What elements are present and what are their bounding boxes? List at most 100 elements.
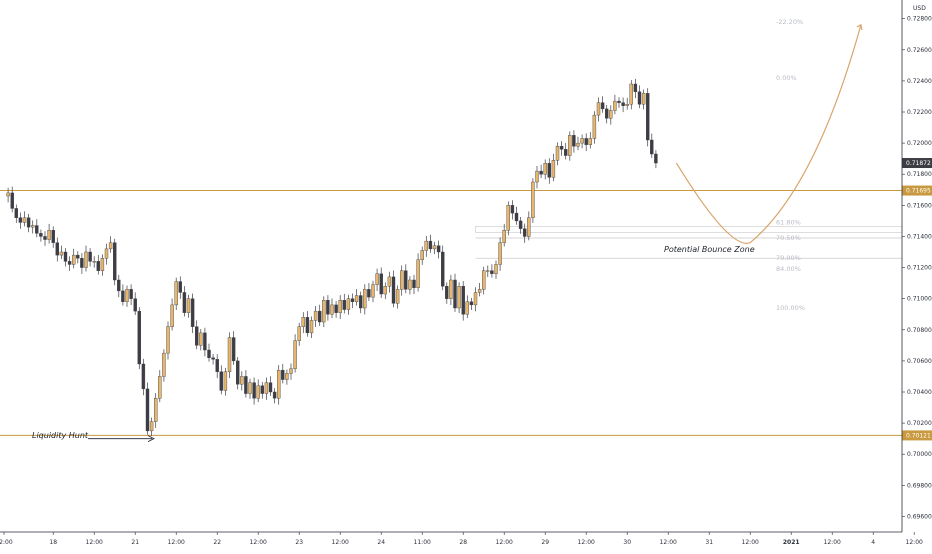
bullish-candle[interactable] [108, 236, 113, 253]
bullish-candle[interactable] [486, 265, 490, 278]
bullish-candle[interactable] [354, 289, 359, 306]
bearish-candle[interactable] [35, 219, 39, 238]
bullish-candle[interactable] [227, 332, 232, 379]
bullish-candle[interactable] [613, 94, 617, 115]
bullish-candle[interactable] [531, 178, 535, 223]
bearish-candle[interactable] [523, 223, 527, 243]
bullish-candle[interactable] [153, 393, 158, 428]
bullish-candle[interactable] [482, 266, 486, 295]
bullish-candle[interactable] [92, 256, 96, 268]
bearish-candle[interactable] [621, 97, 625, 113]
bullish-candle[interactable] [641, 89, 646, 110]
bearish-candle[interactable] [281, 363, 285, 384]
bullish-candle[interactable] [166, 321, 170, 360]
bullish-candle[interactable] [473, 287, 478, 312]
bullish-candle[interactable] [363, 284, 367, 315]
bullish-candle[interactable] [629, 80, 633, 110]
bullish-candle[interactable] [297, 322, 301, 346]
bearish-candle[interactable] [518, 217, 523, 234]
bearish-candle[interactable] [88, 248, 92, 267]
bearish-candle[interactable] [39, 229, 43, 242]
bearish-candle[interactable] [605, 105, 609, 124]
bullish-candle[interactable] [174, 277, 178, 311]
bullish-candle[interactable] [59, 245, 64, 259]
bullish-candle[interactable] [527, 211, 531, 241]
bearish-candle[interactable] [203, 327, 207, 357]
bullish-candle[interactable] [47, 223, 51, 244]
bullish-candle[interactable] [416, 253, 420, 292]
bearish-candle[interactable] [235, 357, 240, 390]
bullish-candle[interactable] [543, 159, 547, 180]
bearish-candle[interactable] [67, 256, 72, 271]
bearish-candle[interactable] [559, 141, 564, 156]
bullish-candle[interactable] [71, 248, 76, 269]
bullish-candle[interactable] [162, 349, 166, 382]
bullish-candle[interactable] [199, 329, 203, 351]
bullish-candle[interactable] [568, 131, 572, 161]
bullish-candle[interactable] [609, 105, 613, 125]
bearish-candle[interactable] [617, 97, 621, 108]
bearish-candle[interactable] [26, 213, 31, 233]
bullish-candle[interactable] [186, 294, 191, 318]
bullish-candle[interactable] [387, 271, 392, 293]
bullish-candle[interactable] [535, 165, 539, 189]
bullish-candle[interactable] [289, 363, 293, 380]
bullish-candle[interactable] [592, 111, 597, 144]
bullish-candle[interactable] [84, 245, 88, 272]
bullish-candle[interactable] [551, 153, 556, 182]
bullish-candle[interactable] [313, 305, 318, 327]
bullish-candle[interactable] [588, 132, 592, 149]
bearish-candle[interactable] [244, 370, 248, 398]
bearish-candle[interactable] [359, 291, 363, 314]
bullish-candle[interactable] [494, 260, 498, 279]
bearish-candle[interactable] [129, 284, 133, 306]
bearish-candle[interactable] [178, 276, 183, 299]
bullish-candle[interactable] [449, 274, 453, 306]
bullish-candle[interactable] [477, 282, 482, 297]
bearish-candle[interactable] [14, 204, 19, 223]
bearish-candle[interactable] [453, 273, 457, 312]
bullish-candle[interactable] [309, 316, 314, 339]
bearish-candle[interactable] [633, 78, 638, 99]
bearish-candle[interactable] [350, 293, 355, 309]
bearish-candle[interactable] [305, 310, 310, 337]
bearish-candle[interactable] [55, 237, 59, 262]
bearish-candle[interactable] [260, 381, 264, 399]
bearish-candle[interactable] [367, 282, 371, 301]
bullish-candle[interactable] [465, 295, 469, 319]
bullish-candle[interactable] [100, 254, 105, 276]
bullish-candle[interactable] [625, 97, 629, 110]
bullish-candle[interactable] [285, 369, 289, 385]
bearish-candle[interactable] [428, 234, 433, 253]
bearish-candle[interactable] [137, 307, 142, 370]
bearish-candle[interactable] [469, 297, 474, 311]
bearish-candle[interactable] [272, 388, 277, 404]
bullish-candle[interactable] [125, 285, 129, 307]
bearish-candle[interactable] [441, 245, 445, 291]
bearish-candle[interactable] [646, 88, 650, 147]
bearish-candle[interactable] [584, 133, 588, 152]
bullish-candle[interactable] [104, 243, 109, 265]
bullish-candle[interactable] [158, 370, 162, 403]
bearish-candle[interactable] [190, 293, 195, 334]
bullish-candle[interactable] [395, 285, 400, 309]
bullish-candle[interactable] [223, 367, 228, 396]
bullish-candle[interactable] [264, 377, 269, 400]
bearish-candle[interactable] [211, 353, 215, 365]
bullish-candle[interactable] [371, 280, 375, 303]
bullish-candle[interactable] [322, 296, 326, 328]
bearish-candle[interactable] [10, 186, 14, 213]
bearish-candle[interactable] [51, 226, 55, 248]
bearish-candle[interactable] [547, 158, 551, 184]
bearish-candle[interactable] [461, 281, 465, 321]
bullish-candle[interactable] [400, 265, 404, 296]
bullish-candle[interactable] [293, 334, 297, 373]
bullish-candle[interactable] [240, 371, 244, 391]
bullish-candle[interactable] [457, 282, 461, 314]
bearish-candle[interactable] [76, 251, 80, 264]
bearish-candle[interactable] [80, 253, 84, 274]
bearish-candle[interactable] [145, 382, 150, 435]
bullish-candle[interactable] [149, 417, 154, 437]
